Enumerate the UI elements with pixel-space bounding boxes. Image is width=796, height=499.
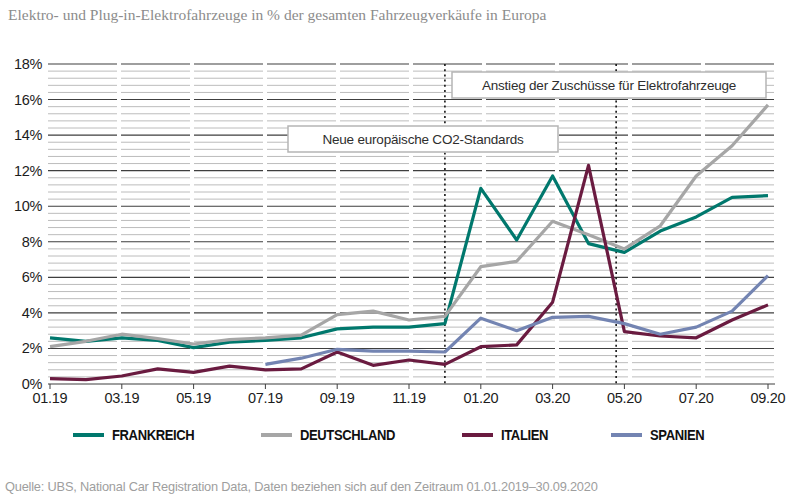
legend-label: DEUTSCHLAND: [300, 427, 395, 443]
y-axis-label: 2%: [22, 340, 43, 356]
legend-line-swatch: [462, 433, 493, 437]
legend-item-spanien: SPANIEN: [611, 427, 708, 443]
x-axis-label: 09.19: [320, 390, 355, 406]
y-axis-label: 18%: [14, 56, 43, 72]
legend-label: ITALIEN: [501, 427, 548, 443]
x-axis-label: 07.20: [679, 390, 714, 406]
legend-item-deutschland: DEUTSCHLAND: [261, 427, 402, 443]
y-axis-label: 10%: [14, 198, 43, 214]
legend-line-swatch: [73, 433, 104, 437]
line-italien: [50, 165, 768, 379]
annotation-label: Neue europäische CO2-Standards: [322, 132, 524, 147]
y-axis-label: 8%: [22, 234, 43, 250]
ev-share-chart-figure: Elektro- und Plug-in-Elektrofahrzeuge in…: [0, 0, 796, 499]
x-axis-label: 09.20: [751, 390, 786, 406]
source-attribution: Quelle: UBS, National Car Registration D…: [5, 479, 793, 494]
line-chart-canvas: 01.19 03.19 05.19 07.19 09.19 11.19 01.20 03.20…: [0, 0, 796, 415]
legend-line-swatch: [261, 433, 292, 437]
x-axis-label: 05.19: [176, 390, 211, 406]
y-axis-label: 14%: [14, 127, 43, 143]
y-axis-label: 12%: [14, 163, 43, 179]
chart-legend: FRANKREICH DEUTSCHLAND ITALIEN SPANIEN: [73, 427, 769, 443]
legend-item-italien: ITALIEN: [462, 427, 552, 443]
x-axis-label: 05.20: [607, 390, 642, 406]
legend-line-swatch: [611, 433, 642, 437]
legend-item-frankreich: FRANKREICH: [73, 427, 201, 443]
x-axis-label: 11.19: [392, 390, 426, 406]
annotation-label: Anstieg der Zuschüsse für Elektrofahrzeu…: [482, 78, 736, 93]
x-axis-label: 03.19: [104, 390, 139, 406]
y-axis-label: 0%: [22, 376, 43, 392]
y-axis-label: 6%: [22, 269, 43, 285]
x-axis-label: 03.20: [535, 390, 570, 406]
x-axis-label: 01.20: [463, 390, 498, 406]
legend-label: FRANKREICH: [112, 427, 194, 443]
legend-label: SPANIEN: [650, 427, 704, 443]
y-axis-label: 4%: [22, 305, 43, 321]
line-frankreich: [50, 176, 768, 348]
x-axis-label: 07.19: [248, 390, 283, 406]
y-axis-label: 16%: [14, 92, 43, 108]
x-axis-label: 01.19: [33, 390, 68, 406]
